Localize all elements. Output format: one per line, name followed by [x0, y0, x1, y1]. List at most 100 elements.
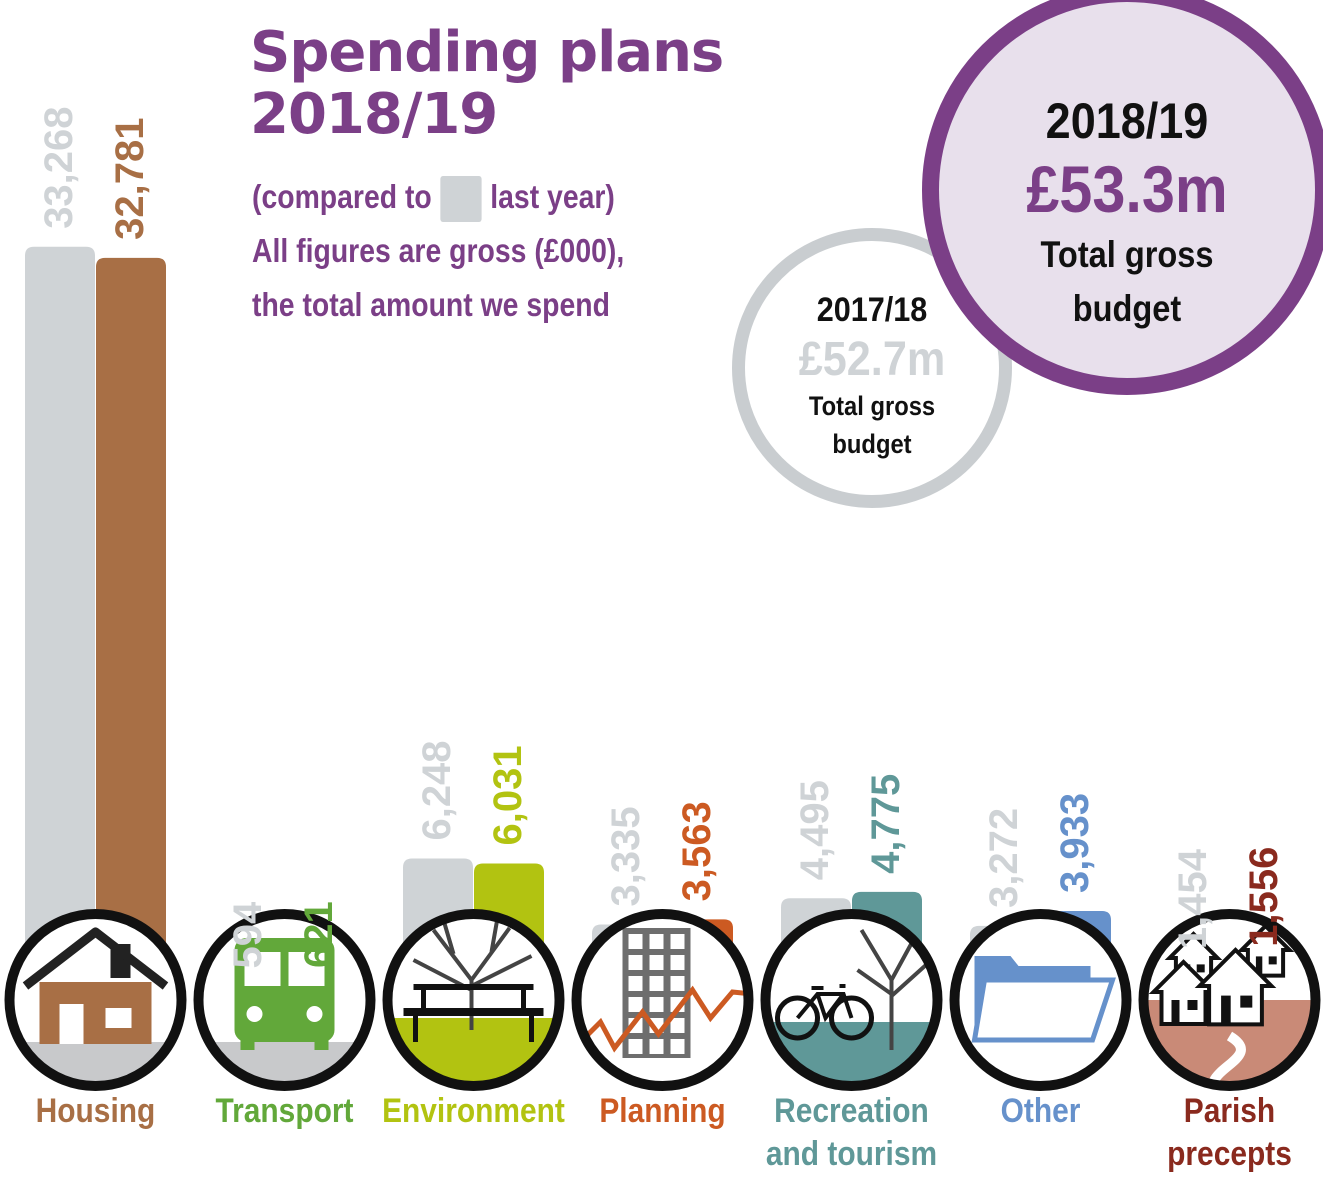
title-line-1: Spending plans — [250, 20, 724, 85]
house-wall — [39, 982, 152, 1044]
legend-swatch-previous-year — [440, 176, 482, 223]
value-label-2018-19: 3,563 — [675, 801, 719, 901]
total-curr-amount: £53.3m — [1026, 152, 1228, 226]
tower-window — [670, 1039, 685, 1054]
value-label-2017-18: 4,495 — [793, 780, 837, 880]
value-label-2018-19: 621 — [297, 901, 341, 968]
value-label-2018-19: 1,556 — [1242, 847, 1286, 947]
category-label: Housing — [36, 1091, 156, 1129]
tower — [622, 928, 691, 1058]
tower-window — [649, 955, 664, 970]
icon-ring — [1138, 909, 1321, 1091]
total-prev-year: 2017/18 — [816, 291, 928, 329]
house-door — [1255, 956, 1263, 976]
subtitle-block: (compared to last year) All figures are g… — [252, 170, 624, 332]
tower-window — [649, 976, 664, 991]
icon-ring — [193, 909, 376, 1091]
building-icon — [580, 928, 749, 1058]
tower-window — [628, 1039, 643, 1054]
category-label: and tourism — [766, 1134, 937, 1172]
category-label: precepts — [1167, 1134, 1292, 1172]
house-window — [1196, 964, 1205, 973]
bus-window-right — [288, 952, 325, 986]
category-environment: Environment — [382, 858, 565, 1129]
subtitle-compare-pre: (compared to — [252, 178, 432, 215]
wheel-right — [314, 1040, 329, 1050]
bike-wheel-back — [775, 995, 820, 1041]
icon-ring — [760, 909, 943, 1091]
house — [1236, 923, 1295, 978]
subtitle-compare: (compared to last year) — [252, 170, 624, 224]
tower-window — [628, 955, 643, 970]
bike-wheel-front — [829, 995, 874, 1041]
bar-2018-19 — [96, 257, 166, 1001]
house-window — [1268, 956, 1277, 965]
icon-ring — [949, 909, 1132, 1091]
value-label-2018-19: 32,781 — [108, 117, 152, 239]
category-label: Parish — [1184, 1091, 1275, 1129]
category-label: Transport — [216, 1091, 354, 1129]
value-label-2017-18: 6,248 — [415, 740, 459, 840]
bench-backrest — [413, 984, 534, 990]
tree — [412, 917, 533, 1030]
bench-legs — [413, 984, 534, 1042]
house-window — [1187, 1000, 1198, 1010]
icon-ring — [4, 909, 187, 1091]
category-housing: Housing — [4, 246, 187, 1129]
bar-2017-18 — [25, 246, 95, 1000]
total-prev-label-1: Total gross — [808, 391, 936, 421]
bench-seat — [403, 1008, 544, 1016]
total-prev-circle: 2017/18 £52.7m Total gross budget — [732, 228, 1012, 508]
house — [1148, 959, 1219, 1026]
path — [1207, 1031, 1246, 1086]
total-curr-label-2: budget — [1072, 288, 1182, 329]
category-parish-precepts: Parish precepts — [1138, 909, 1321, 1172]
tower-window — [628, 976, 643, 991]
icon-ring — [382, 909, 565, 1091]
total-prev-amount: £52.7m — [798, 333, 946, 386]
category-other: Other — [949, 909, 1132, 1129]
title-line-2: 2018/19 — [250, 82, 498, 147]
tower-window — [649, 934, 664, 949]
category-label: Other — [1001, 1091, 1081, 1129]
wheel-left — [240, 1040, 255, 1050]
trend-line — [580, 985, 749, 1053]
value-label-2018-19: 6,031 — [486, 745, 530, 845]
category-transport: Transport — [193, 909, 376, 1129]
door — [59, 1004, 84, 1044]
category-label: Recreation — [774, 1091, 929, 1129]
value-label-2017-18: 1,454 — [1171, 848, 1215, 949]
headlight-left — [246, 1006, 263, 1022]
total-curr-label-1: Total gross — [1040, 234, 1214, 275]
house-door — [1171, 1000, 1180, 1024]
subtitle-line-3: the total amount we spend — [252, 286, 610, 323]
icon-ring — [571, 909, 754, 1091]
total-curr-year: 2018/19 — [1045, 93, 1209, 149]
tower-window — [649, 997, 664, 1012]
tower-window — [670, 1018, 685, 1033]
tower-window — [670, 976, 685, 991]
tower-window — [670, 955, 685, 970]
value-label-2017-18: 594 — [226, 901, 270, 968]
tower-window — [628, 934, 643, 949]
bus-window-left — [244, 952, 281, 986]
bike-frame — [795, 984, 854, 1023]
tower-window — [670, 934, 685, 949]
category-recreation-and-tourism: Recreation and tourism — [760, 891, 943, 1172]
value-label-2017-18: 3,335 — [604, 806, 648, 906]
tower-window — [649, 1039, 664, 1054]
folder-front — [971, 977, 1116, 1043]
subtitle-line-2: All figures are gross (£000), — [252, 232, 625, 269]
tree — [856, 924, 933, 1050]
category-label: Environment — [382, 1091, 565, 1129]
total-prev-label-2: budget — [832, 429, 912, 459]
page-title: Spending plans 2018/19 — [250, 20, 724, 147]
value-label-2017-18: 3,272 — [982, 808, 1026, 908]
house — [1194, 947, 1277, 1027]
subtitle-compare-post: last year) — [490, 178, 615, 215]
value-label-2017-18: 33,268 — [37, 106, 81, 228]
house-window — [1240, 995, 1253, 1008]
folder-icon — [971, 956, 1116, 1043]
window — [105, 1008, 132, 1028]
